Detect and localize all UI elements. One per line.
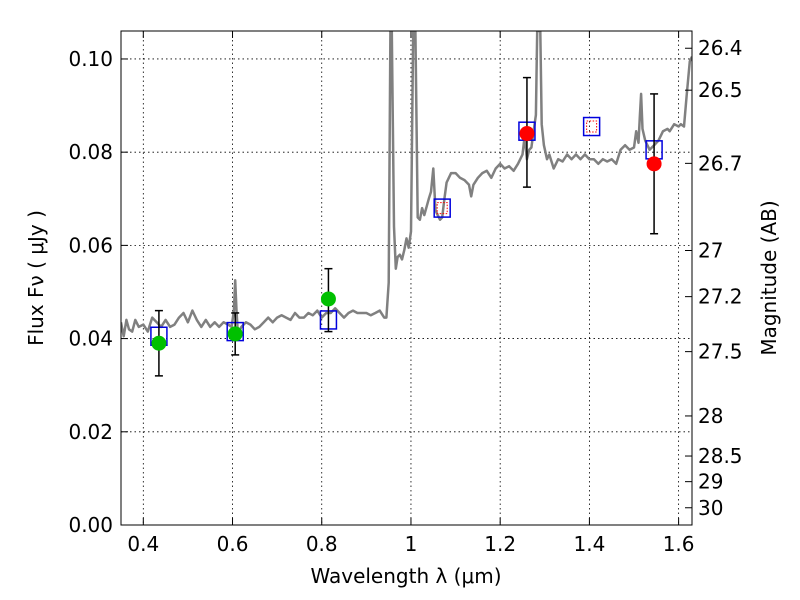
x-tick-label: 1.2	[484, 532, 516, 556]
model-flux-square-inner	[436, 202, 448, 215]
x-tick-label: 1.4	[573, 532, 605, 556]
right-tick-label: 29	[698, 470, 723, 494]
right-axis-label: Magnitude (AB)	[757, 200, 781, 355]
model-flux-square-inner	[586, 120, 598, 133]
flux-point	[646, 156, 662, 172]
flux-point	[320, 291, 336, 307]
template-spectrum	[121, 31, 692, 338]
right-tick-label: 28	[698, 404, 723, 428]
right-tick-label: 27.5	[698, 340, 743, 364]
x-tick-label: 0.8	[306, 532, 338, 556]
flux-point	[151, 335, 167, 351]
right-tick-label: 26.5	[698, 78, 743, 102]
x-tick-label: 0.4	[127, 532, 159, 556]
y-axis-ticks: 0.00 0.02 0.04 0.06 0.08 0.10	[68, 47, 128, 537]
y-tick-label: 0.06	[68, 233, 113, 257]
y-tick-label: 0.08	[68, 140, 113, 164]
right-tick-label: 27.2	[698, 285, 743, 309]
flux-point	[227, 326, 243, 342]
flux-point	[519, 126, 535, 142]
model-flux-square	[582, 116, 601, 137]
y-tick-label: 0.02	[68, 420, 113, 444]
right-tick-label: 28.5	[698, 444, 743, 468]
right-tick-label: 26.4	[698, 36, 743, 60]
right-tick-label: 27	[698, 239, 723, 263]
y-tick-label: 0.10	[68, 47, 113, 71]
x-tick-label: 0.6	[217, 532, 249, 556]
x-axis-ticks: 0.4 0.6 0.8 1 1.2 1.4 1.6	[127, 31, 695, 556]
x-tick-label: 1	[405, 532, 418, 556]
model-flux-square	[433, 198, 451, 218]
right-tick-label: 30	[698, 496, 723, 520]
spectrum-line	[121, 31, 692, 338]
right-tick-label: 26.7	[698, 151, 743, 175]
y-axis-label: Flux Fν ( μJy )	[24, 210, 48, 346]
x-tick-label: 1.6	[663, 532, 695, 556]
x-axis-label: Wavelength λ (μm)	[310, 564, 501, 588]
y-tick-label: 0.00	[68, 513, 113, 537]
y-tick-label: 0.04	[68, 327, 113, 351]
plot-frame	[120, 30, 693, 526]
photometry-markers	[150, 76, 663, 377]
